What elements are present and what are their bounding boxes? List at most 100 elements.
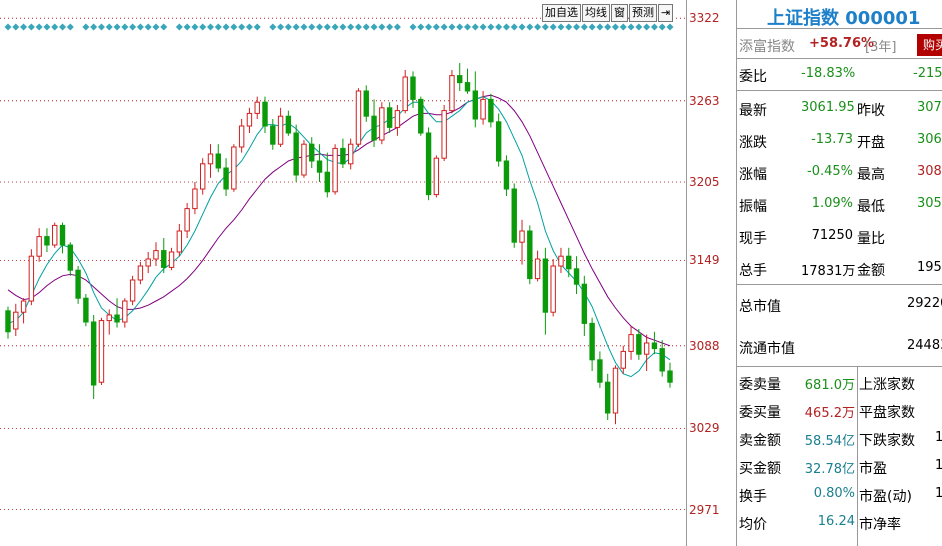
candle (573, 256, 580, 294)
signal-diamond (573, 23, 581, 31)
quote-row: 振幅 1.09% 最低 305 (737, 190, 942, 218)
weibi-row: 委比 -18.83% -2158 (737, 60, 942, 88)
candle (457, 63, 463, 91)
candle (168, 247, 175, 271)
forecast-button[interactable]: 预测 (629, 4, 657, 22)
candle (90, 315, 97, 399)
signal-diamond (549, 23, 557, 31)
signal-diamond (378, 23, 386, 31)
index-title: 上证指数 000001 (767, 8, 921, 29)
stat-label: 委卖量 (739, 377, 781, 393)
candle (207, 144, 214, 178)
signal-diamond (409, 23, 417, 31)
candle (75, 266, 81, 304)
signal-diamond (90, 23, 98, 31)
quote-row: 现手 71250 量比 (737, 222, 942, 250)
candle (433, 155, 440, 198)
candle (628, 326, 634, 360)
candle (612, 365, 619, 425)
y-tick-label: 2971 (689, 502, 720, 517)
candle (238, 119, 245, 153)
signal-diamond (526, 23, 534, 31)
y-tick-label: 3029 (689, 421, 720, 436)
signal-diamond (666, 23, 674, 31)
candle (67, 242, 74, 276)
divider (737, 90, 942, 91)
candle (145, 252, 151, 273)
candle (472, 71, 478, 128)
tianfu-row[interactable]: 添富指数 +58.76% [3年] (737, 30, 942, 58)
signal-diamond (4, 23, 12, 31)
window-button[interactable]: 窗 (611, 4, 628, 22)
tianfu-label: 添富指数 (739, 39, 795, 55)
buy-button[interactable]: 购买 (917, 34, 942, 56)
candle (503, 155, 510, 196)
candle (309, 137, 315, 168)
y-tick-label: 3322 (689, 11, 720, 26)
total-mcap-row: 总市值 29220 (737, 290, 942, 318)
quote-row: 涨跌 -13.73 开盘 306 (737, 126, 942, 154)
stat-label-2: 上涨家数 (859, 377, 915, 393)
candle (643, 334, 650, 371)
stat-row: 买金额 32.78亿 市盈 1 (737, 452, 942, 480)
stat-value: 16.24 (817, 514, 855, 529)
price-axis: 3322 3263 3205 3149 3088 3029 2971 (686, 0, 737, 546)
quote-label: 涨跌 (739, 135, 767, 151)
divider (737, 366, 942, 367)
signal-diamond (214, 23, 222, 31)
signal-diamond (277, 23, 285, 31)
signal-diamond (230, 23, 238, 31)
signal-diamond (557, 23, 565, 31)
y-tick-label: 3263 (689, 93, 720, 108)
signal-diamond (105, 23, 113, 31)
quote-label-2: 最低 (857, 199, 885, 215)
candle (464, 68, 471, 94)
divider (737, 284, 942, 285)
stat-label-2: 下跌家数 (859, 433, 915, 449)
signal-diamond (59, 23, 67, 31)
signal-diamond (541, 23, 549, 31)
candle (161, 238, 167, 273)
signal-diamond (339, 23, 347, 31)
candle (449, 70, 455, 114)
signal-diamond (417, 23, 425, 31)
candle (355, 88, 362, 147)
signal-diamond (331, 23, 339, 31)
candles (5, 63, 673, 425)
add-watchlist-button[interactable]: 加自选 (542, 4, 581, 22)
candlestick-chart[interactable] (0, 0, 686, 546)
stat-value-2: 1 (935, 486, 942, 501)
stat-value: 0.80% (813, 486, 855, 501)
signal-diamond (51, 23, 59, 31)
stat-label-2: 市盈 (859, 461, 887, 477)
column-divider (857, 366, 858, 546)
signal-diamond (175, 23, 183, 31)
candle (651, 331, 658, 355)
signal-diamond (448, 23, 456, 31)
candle (394, 105, 401, 136)
candle (293, 124, 299, 182)
stat-label: 委买量 (739, 405, 781, 421)
candle (597, 351, 603, 388)
quote-value: 17831万 (801, 264, 856, 279)
candle (589, 317, 595, 371)
signal-diamond (619, 23, 627, 31)
quote-value: -13.73 (811, 132, 853, 147)
candle (340, 138, 346, 168)
moving-average-button[interactable]: 均线 (582, 4, 610, 22)
collapse-panel-icon[interactable]: ⇥ (658, 4, 674, 22)
candle (270, 119, 276, 150)
signal-diamond (588, 23, 596, 31)
candle (52, 222, 58, 248)
stat-label: 卖金额 (739, 433, 781, 449)
stat-row: 均价 16.24 市净率 (737, 508, 942, 536)
quote-value: 71250 (811, 228, 853, 243)
ma-fast-series (7, 96, 671, 378)
quote-value-2: 306 (917, 132, 942, 147)
signal-diamond (354, 23, 362, 31)
signal-diamond (66, 23, 74, 31)
signal-diamond (518, 23, 526, 31)
stat-label-2: 市盈(动) (859, 489, 912, 505)
weibi-percent: -18.83% (801, 66, 856, 81)
signal-diamond (487, 23, 495, 31)
